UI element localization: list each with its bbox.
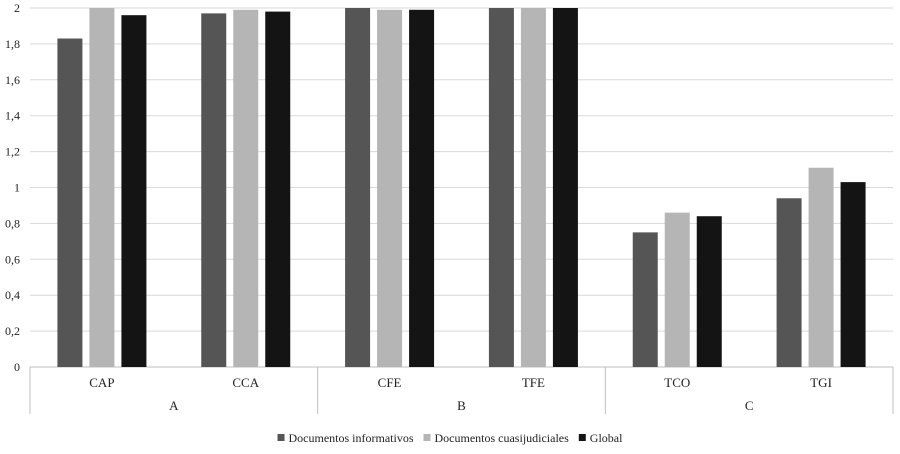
x-tick-label: TFE	[522, 375, 545, 390]
bar	[840, 182, 866, 367]
x-tick-label: CFE	[378, 375, 402, 390]
y-tick-label: 1,2	[5, 145, 20, 159]
y-tick-label: 0,4	[5, 288, 20, 302]
x-tick-label: TGI	[810, 375, 832, 390]
legend-swatch	[277, 434, 285, 441]
bar	[488, 8, 514, 367]
gridlines	[30, 7, 893, 332]
bar	[121, 15, 147, 368]
bar	[377, 9, 403, 367]
legend-swatch	[423, 434, 431, 441]
legend: Documentos informativos Documentos cuasij…	[277, 431, 623, 445]
y-tick-label: 2	[14, 1, 20, 15]
bar	[664, 212, 690, 367]
x-tick-label: CAP	[89, 375, 114, 390]
bar	[89, 8, 115, 367]
legend-label: Documentos cuasijudiciales	[435, 431, 570, 445]
bar	[632, 232, 658, 367]
bar	[520, 8, 546, 367]
bar	[345, 8, 371, 367]
labels: 0 0,2 0,4 0,6 0,8 1 1,2 1,4 1,6 1,8 2 CAP CCA CFE TFE T…	[5, 1, 832, 413]
bar	[409, 9, 435, 367]
y-tick-label: 1,8	[5, 37, 20, 51]
y-tick-label: 1	[14, 181, 20, 195]
legend-swatch	[578, 434, 586, 441]
y-tick-label: 1,6	[5, 73, 20, 87]
bar	[265, 11, 291, 368]
group-label: B	[457, 398, 466, 413]
group-label: C	[745, 398, 754, 413]
bars	[57, 8, 866, 368]
bar	[57, 38, 83, 367]
y-tick-label: 1,4	[5, 109, 20, 123]
bar	[776, 198, 802, 367]
bar	[696, 216, 722, 367]
legend-label: Global	[590, 431, 623, 445]
bar	[808, 167, 834, 367]
x-tick-label: TCO	[664, 375, 690, 390]
x-tick-label: CCA	[232, 375, 259, 390]
y-tick-label: 0,2	[5, 324, 20, 338]
bar	[552, 8, 578, 367]
legend-label: Documentos informativos	[289, 431, 414, 445]
y-tick-label: 0	[14, 360, 20, 374]
bar	[201, 13, 227, 367]
group-label: A	[169, 398, 179, 413]
bar	[233, 9, 259, 367]
axes	[29, 366, 894, 414]
y-tick-label: 0,6	[5, 252, 20, 266]
y-tick-label: 0,8	[5, 216, 20, 230]
